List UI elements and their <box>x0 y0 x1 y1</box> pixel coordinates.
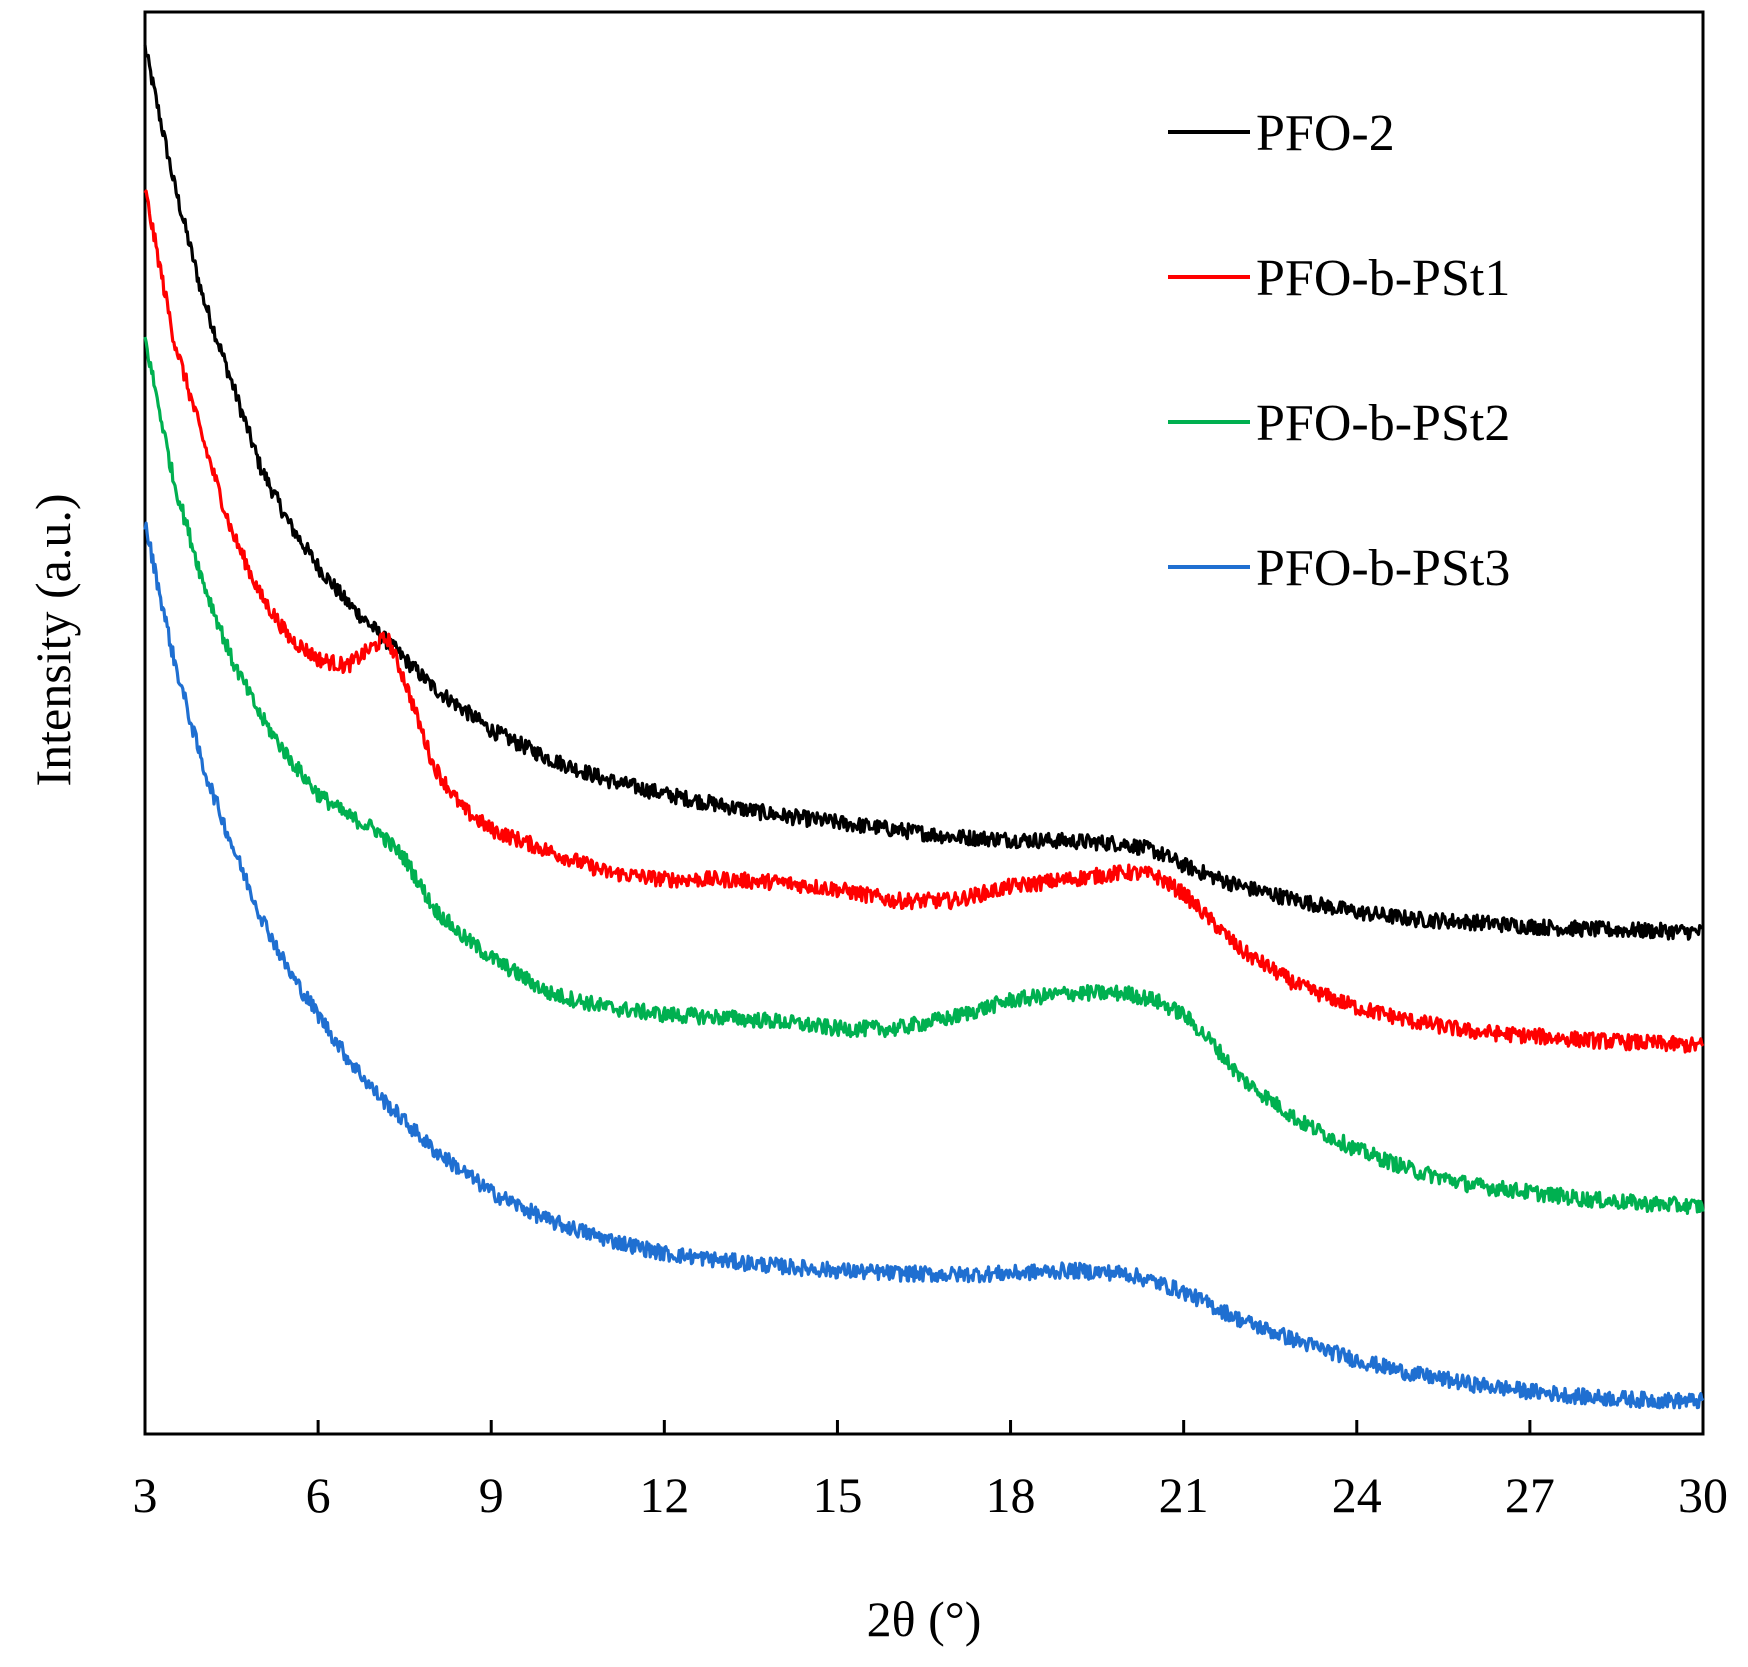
x-tick-label: 6 <box>306 1467 331 1523</box>
legend-label-pfo-b-pst2: PFO-b-PSt2 <box>1256 395 1510 452</box>
x-tick-label: 9 <box>479 1467 504 1523</box>
plot-area-frame <box>143 10 1705 1436</box>
x-tick-label: 30 <box>1678 1467 1728 1523</box>
x-tick-label: 18 <box>986 1467 1036 1523</box>
series-line-pfo-b-pst3 <box>143 521 1705 1410</box>
x-tick-label: 24 <box>1332 1467 1382 1523</box>
series-line-pfo-b-pst2 <box>143 336 1705 1216</box>
x-tick-label: 3 <box>133 1467 158 1523</box>
x-tick-label: 12 <box>639 1467 689 1523</box>
legend-label-pfo-b-pst3: PFO-b-PSt3 <box>1256 540 1510 597</box>
legend: PFO-2 PFO-b-PSt1 PFO-b-PSt2 PFO-b-PSt3 <box>1168 105 1510 597</box>
legend-label-pfo-2: PFO-2 <box>1256 105 1395 162</box>
series-line-pfo-b-pst1 <box>143 189 1705 1054</box>
series-layer <box>143 44 1705 1410</box>
x-axis-title: 2θ (°) <box>867 1591 982 1647</box>
series-line-pfo-2 <box>143 44 1704 941</box>
x-tick-label: 21 <box>1159 1467 1209 1523</box>
x-tick-label: 27 <box>1505 1467 1555 1523</box>
x-axis: 3 6 9 12 15 18 21 24 27 30 <box>133 1420 1728 1523</box>
y-axis-title: Intensity (a.u.) <box>25 494 81 787</box>
legend-label-pfo-b-pst1: PFO-b-PSt1 <box>1256 250 1510 307</box>
x-tick-label: 15 <box>812 1467 862 1523</box>
